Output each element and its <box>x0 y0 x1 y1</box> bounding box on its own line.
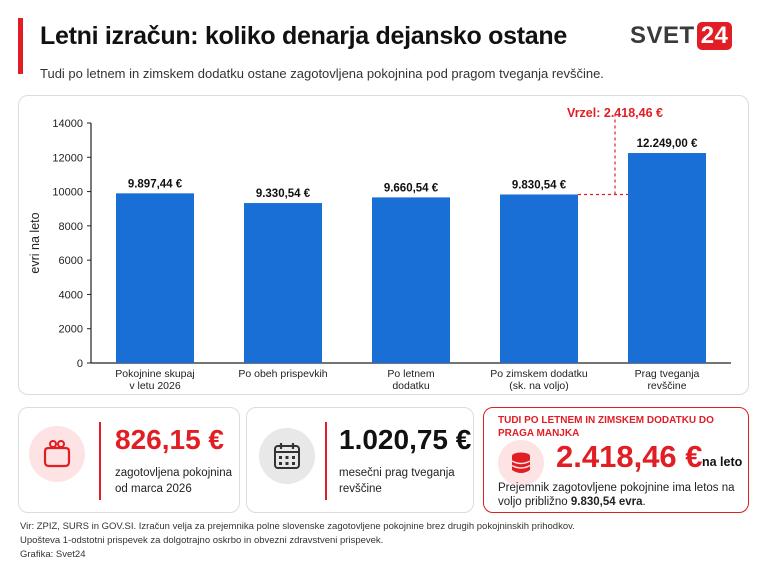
bar <box>372 197 450 363</box>
pension-label: zagotovljena pokojnina od marca 2026 <box>115 467 233 495</box>
footer: Vir: ZPIZ, SURS in GOV.SI. Izračun velja… <box>20 520 575 562</box>
y-tick-label: 14000 <box>52 118 83 130</box>
y-tick-label: 6000 <box>59 255 83 267</box>
x-tick-label: Po letnem <box>387 368 435 380</box>
card-divider <box>99 422 101 500</box>
gap-annotation-label: Vrzel: 2.418,46 € <box>567 106 663 120</box>
bar <box>628 153 706 363</box>
page-subtitle: Tudi po letnem in zimskem dodatku ostane… <box>40 66 604 81</box>
calendar-icon <box>259 428 315 484</box>
bar <box>244 203 322 363</box>
x-tick-label: Po obeh prispevkih <box>238 368 327 380</box>
x-tick-label: v letu 2026 <box>129 380 181 392</box>
bar-value-label: 9.830,54 € <box>512 179 567 191</box>
y-tick-label: 2000 <box>59 324 83 336</box>
gap-stat-card: TUDI PO LETNEM IN ZIMSKEM DODATKU DO PRA… <box>483 407 749 513</box>
bar-value-label: 12.249,00 € <box>637 138 698 150</box>
page-title: Letni izračun: koliko denarja dejansko o… <box>40 22 567 50</box>
x-tick-label: (sk. na voljo) <box>509 380 569 392</box>
y-tick-label: 10000 <box>52 187 83 199</box>
x-tick-label: Prag tveganja <box>635 368 700 380</box>
logo-text-left: SVET <box>630 22 695 49</box>
gap-note-prefix: Prejemnik zagotovljene pokojnine ima let… <box>498 482 735 508</box>
method-line: Upošteva 1-odstotni prispevek za dolgotr… <box>20 535 384 546</box>
chart-card: 0 2000 4000 6000 8000 10000 12000 14000 evri na … <box>18 95 749 395</box>
gap-heading: TUDI PO LETNEM IN ZIMSKEM DODATKU DO PRA… <box>498 415 714 439</box>
gap-note-bold: 9.830,54 evra <box>570 496 643 508</box>
svet24-logo: SVET 24 <box>630 22 733 50</box>
gap-note: Prejemnik zagotovljene pokojnine ima let… <box>498 481 738 509</box>
y-axis-label: evri na leto <box>28 212 42 273</box>
credit-line: Grafika: Svet24 <box>20 549 86 560</box>
coins-icon <box>498 440 544 486</box>
bar-value-label: 9.660,54 € <box>384 182 439 194</box>
x-tick-label: dodatku <box>392 380 430 392</box>
bar <box>500 194 578 363</box>
bar <box>116 193 194 363</box>
x-tick-label: revščine <box>647 380 686 392</box>
gap-note-suffix: . <box>642 496 646 508</box>
source-line: Vir: ZPIZ, SURS in GOV.SI. Izračun velja… <box>20 521 575 532</box>
bar-value-label: 9.330,54 € <box>256 188 311 200</box>
logo-text-right: 24 <box>696 22 733 50</box>
threshold-value: 1.020,75 € <box>339 424 472 455</box>
purse-icon <box>29 426 85 482</box>
threshold-stat-card: 1.020,75 € mesečni prag tveganja revščin… <box>246 407 474 513</box>
title-accent-bar <box>18 18 23 74</box>
pension-stat-card: 826,15 € zagotovljena pokojnina od marca… <box>18 407 240 513</box>
bar-value-label: 9.897,44 € <box>128 178 183 190</box>
x-tick-label: Po zimskem dodatku <box>490 368 588 380</box>
gap-value: 2.418,46 € <box>556 439 703 474</box>
pension-value: 826,15 € <box>115 424 224 455</box>
card-divider <box>325 422 327 500</box>
y-tick-label: 8000 <box>59 221 83 233</box>
gap-unit: na leto <box>702 455 743 469</box>
y-tick-label: 12000 <box>52 152 83 164</box>
y-tick-label: 0 <box>77 358 83 370</box>
y-tick-label: 4000 <box>59 289 83 301</box>
threshold-label: mesečni prag tveganja revščine <box>339 467 455 495</box>
x-tick-label: Pokojnine skupaj <box>115 368 194 380</box>
bar-chart: 0 2000 4000 6000 8000 10000 12000 14000 evri na … <box>28 106 731 392</box>
